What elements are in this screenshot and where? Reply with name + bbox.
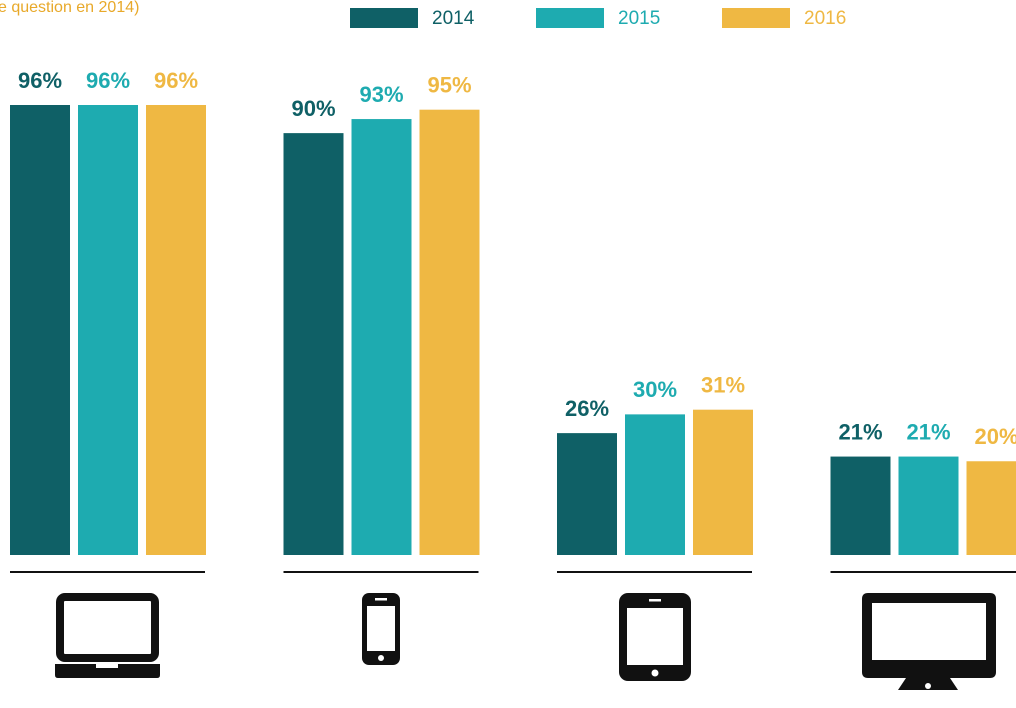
bar (966, 461, 1016, 555)
monitor-button (925, 683, 931, 689)
legend-swatch (536, 8, 604, 28)
bar (898, 456, 959, 555)
legend-label: 2014 (432, 8, 475, 29)
bar (693, 409, 753, 555)
phone-screen (367, 606, 395, 651)
legend-label: 2015 (618, 8, 660, 29)
phone-speaker (375, 598, 387, 601)
device-icons (55, 593, 996, 690)
laptop-notch (96, 664, 118, 668)
monitor-screen (872, 603, 986, 660)
value-label: 21% (838, 419, 882, 444)
bar (351, 119, 412, 555)
tablet-screen (627, 608, 683, 665)
value-label: 31% (701, 373, 745, 398)
value-label: 26% (565, 396, 609, 421)
value-label: 96% (86, 68, 130, 93)
bar (10, 105, 70, 555)
bar (146, 105, 206, 555)
laptop-icon (56, 593, 159, 662)
legend-swatch (722, 8, 790, 28)
tablet-button (651, 669, 659, 677)
chart-subtitle: e question en 2014) (0, 0, 139, 16)
value-label: 95% (427, 73, 471, 98)
legend-swatch (350, 8, 418, 28)
bar (625, 414, 685, 555)
tablet-speaker (649, 599, 661, 602)
value-label: 96% (154, 68, 198, 93)
value-label: 30% (633, 377, 677, 402)
value-label: 21% (906, 419, 950, 444)
laptop-base (55, 664, 160, 678)
bar (830, 456, 891, 555)
value-label: 93% (359, 82, 403, 107)
value-label: 20% (974, 424, 1016, 449)
value-label: 90% (291, 96, 335, 121)
bar (283, 133, 344, 555)
bar (78, 105, 138, 555)
phone-button (378, 655, 384, 661)
bar (557, 433, 617, 555)
legend-label: 2016 (804, 8, 846, 29)
bar (419, 109, 480, 555)
value-label: 96% (18, 68, 62, 93)
